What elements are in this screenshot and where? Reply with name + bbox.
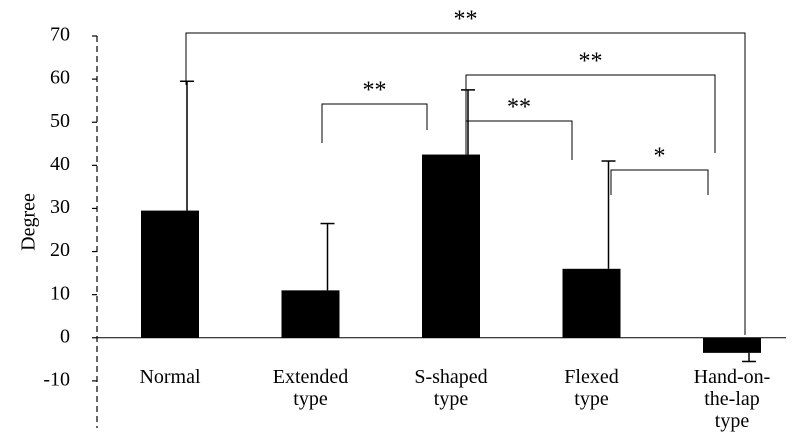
bar [703, 337, 761, 353]
y-axis-label: Degree [18, 193, 40, 251]
significance-label: ** [579, 49, 603, 75]
x-tick-label: Normal [139, 366, 201, 388]
y-tick-label: 0 [60, 325, 70, 347]
x-tick-label: Hand-on-the-lap type [694, 366, 771, 432]
y-tick-label: -10 [43, 368, 70, 390]
y-tick-label: 10 [50, 282, 70, 304]
bar [562, 268, 621, 338]
significance-label: ** [363, 78, 387, 104]
significance-bracket [465, 74, 716, 153]
bar [141, 210, 199, 338]
bar [422, 154, 480, 338]
significance-label: ** [507, 95, 531, 121]
y-tick-label: 20 [50, 239, 70, 261]
y-tick-label: 60 [50, 67, 70, 89]
y-tick-label: 30 [50, 196, 70, 218]
y-tick-label: 40 [50, 153, 70, 175]
bar [281, 290, 340, 338]
x-tick-label: Extended type [273, 366, 349, 410]
x-tick-label: Flexed type [564, 366, 618, 410]
significance-bracket [465, 120, 573, 160]
significance-label: * [654, 144, 666, 170]
y-tick-label: 70 [50, 24, 70, 46]
significance-bracket [185, 32, 746, 335]
significance-bracket [321, 103, 428, 143]
y-tick-label: 50 [50, 110, 70, 132]
significance-label: ** [454, 7, 478, 33]
significance-bracket [610, 169, 709, 195]
x-tick-label: S-shaped type [414, 366, 487, 410]
